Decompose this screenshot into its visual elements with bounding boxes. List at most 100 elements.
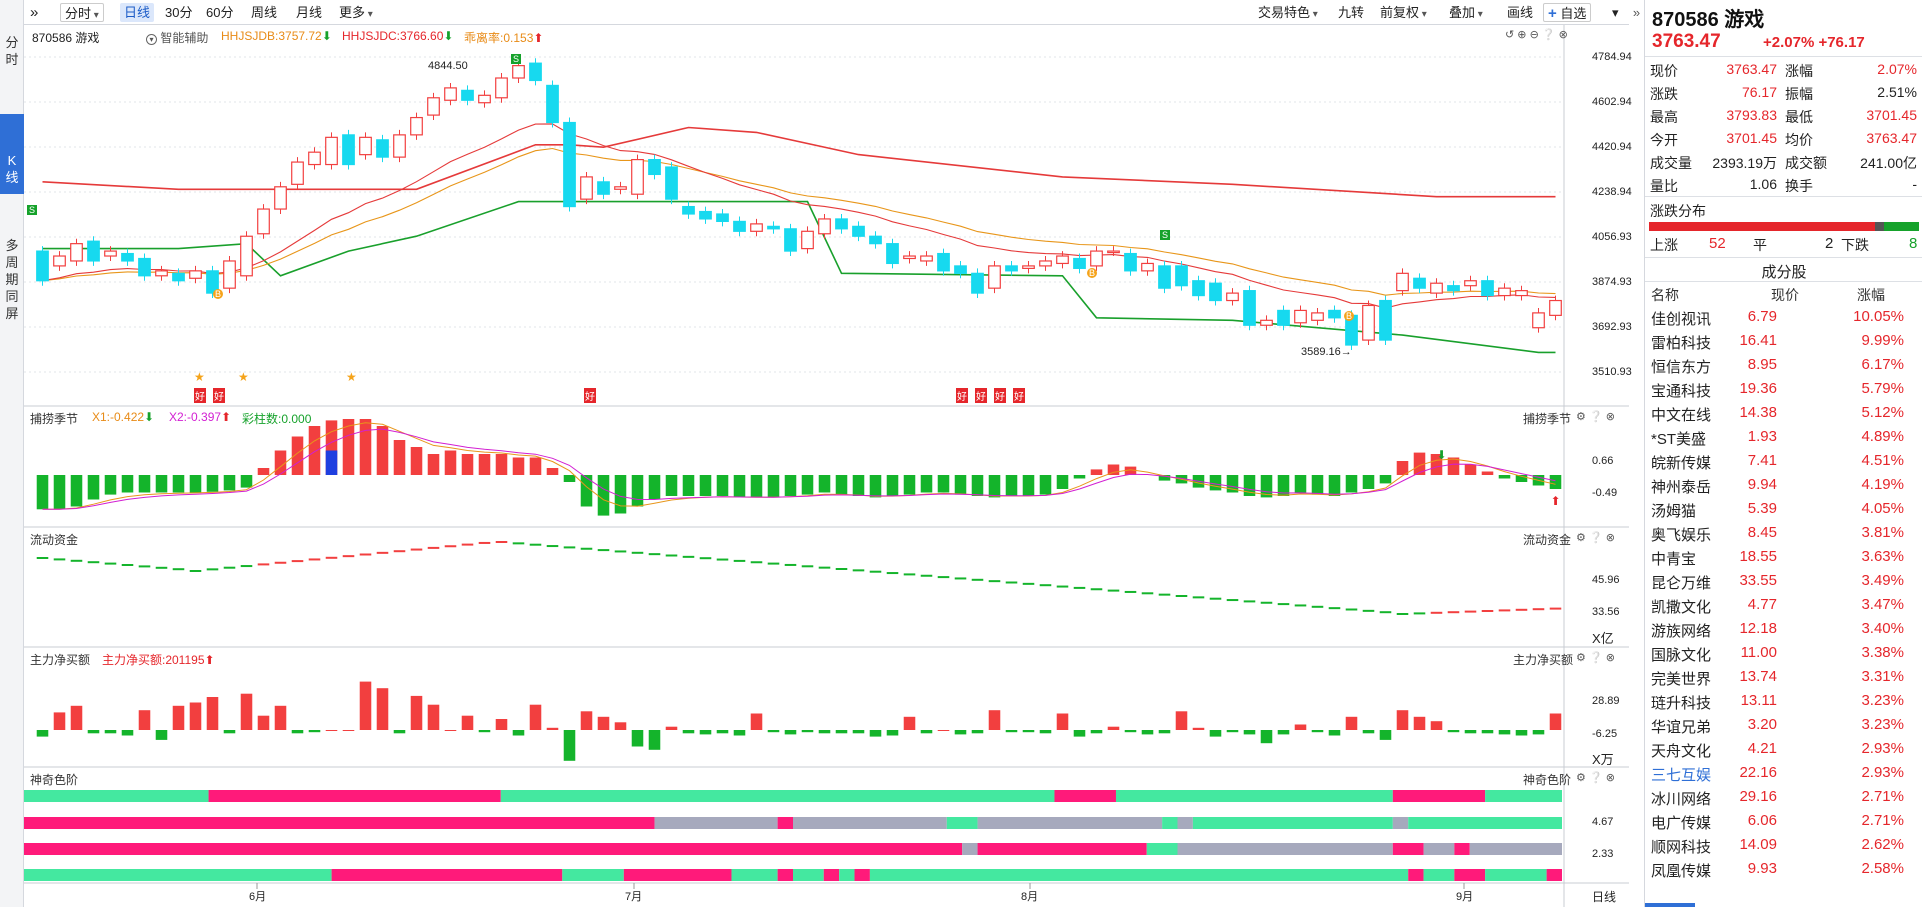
buy-signal-badge: B — [1087, 268, 1098, 278]
sidebar-item-multi-period[interactable]: 多 周 期 同 屏 — [0, 232, 24, 332]
candle-down — [376, 139, 389, 158]
stock-row[interactable]: 宝通科技 19.36 5.79% — [1645, 377, 1922, 401]
sidebar-item-kline[interactable]: K 线 — [0, 114, 24, 194]
stock-row[interactable]: 中青宝 18.55 3.63% — [1645, 545, 1922, 569]
help-icon[interactable]: ❔ — [1588, 532, 1603, 544]
stock-row[interactable]: 神州泰岳 9.94 4.19% — [1645, 473, 1922, 497]
stock-row[interactable]: 中文在线 14.38 5.12% — [1645, 401, 1922, 425]
more-dropdown[interactable]: 更多 — [335, 3, 377, 22]
stock-row[interactable]: 雷柏科技 16.41 9.99% — [1645, 329, 1922, 353]
stock-price: 33.55 — [1739, 572, 1777, 589]
scroll-indicator[interactable] — [1645, 903, 1695, 907]
stock-row[interactable]: 三七互娱 22.16 2.93% — [1645, 761, 1922, 785]
tab-weekly[interactable]: 周线 — [251, 5, 278, 20]
osc-bar — [257, 468, 270, 475]
close-icon[interactable]: ⊗ — [1605, 532, 1615, 544]
net-buy-bar — [1124, 730, 1137, 733]
osc-bar — [988, 475, 1001, 498]
help-icon[interactable]: ❔ — [1588, 652, 1603, 664]
stock-row[interactable]: 凤凰传媒 9.93 2.58% — [1645, 857, 1922, 881]
nine-turn-button[interactable]: 九转 — [1338, 5, 1365, 20]
color-strip-segment — [24, 817, 655, 829]
stock-row[interactable]: 奥飞娱乐 8.45 3.81% — [1645, 521, 1922, 545]
header-name[interactable]: 名称 — [1651, 287, 1679, 303]
minus-icon[interactable]: ⊖ — [1529, 29, 1539, 41]
stock-row[interactable]: 顺网科技 14.09 2.62% — [1645, 833, 1922, 857]
color-strip-segment — [1177, 817, 1193, 829]
panel5-title: 神奇色阶 — [30, 773, 79, 787]
chart-canvas[interactable]: ★ ★ ★ ⬇ ⬆ — [24, 25, 1629, 907]
close-icon[interactable]: ⊗ — [1605, 772, 1615, 784]
chart-area[interactable]: ★ ★ ★ ⬇ ⬆ 870586 游戏 ▾ 智能辅助 HHJSJDB:3757.72⬇ … — [24, 25, 1632, 907]
collapse-panel-icon[interactable]: » — [1632, 5, 1641, 20]
tab-monthly[interactable]: 月线 — [296, 5, 323, 20]
flow-dash — [36, 557, 49, 559]
close-icon[interactable]: ⊗ — [1558, 29, 1568, 41]
osc-bar — [1311, 475, 1324, 495]
stock-row[interactable]: 完美世界 13.74 3.31% — [1645, 665, 1922, 689]
tab-daily[interactable]: 日线 — [120, 3, 155, 22]
reset-icon[interactable]: ↺ — [1505, 29, 1515, 41]
smart-assist-toggle[interactable]: ▾ 智能辅助 — [146, 29, 208, 46]
stat-row: 量比 1.06 换手 - — [1645, 173, 1922, 196]
candle-up — [444, 87, 457, 101]
close-icon[interactable]: ⊗ — [1605, 411, 1615, 423]
stock-row[interactable]: 凯撒文化 4.77 3.47% — [1645, 593, 1922, 617]
stock-pct: 2.58% — [1861, 860, 1904, 877]
header-price[interactable]: 现价 — [1771, 287, 1799, 303]
stock-row[interactable]: 昆仑万维 33.55 3.49% — [1645, 569, 1922, 593]
stat-value: 3763.47 — [1866, 130, 1917, 146]
gear-icon[interactable]: ⚙ — [1576, 652, 1586, 664]
help-icon[interactable]: ❔ — [1541, 29, 1556, 41]
stock-row[interactable]: *ST美盛 1.93 4.89% — [1645, 425, 1922, 449]
draw-button[interactable]: 画线 — [1507, 5, 1534, 20]
double-chevron-right-icon[interactable]: » — [30, 4, 39, 21]
trade-feature-dropdown[interactable]: 交易特色 — [1254, 3, 1322, 22]
candle-up — [512, 65, 525, 79]
flow-dash — [614, 550, 627, 553]
net-buy-bar — [410, 695, 423, 730]
tab-30min[interactable]: 30分 — [165, 5, 193, 20]
good-badge: 好 — [1013, 388, 1025, 403]
flow-dash — [1498, 609, 1511, 612]
components-title: 成分股 — [1761, 264, 1807, 281]
stock-row[interactable]: 国脉文化 11.00 3.38% — [1645, 641, 1922, 665]
stock-row[interactable]: 恒信东方 8.95 6.17% — [1645, 353, 1922, 377]
flow-dash — [342, 555, 355, 558]
stock-row[interactable]: 皖新传媒 7.41 4.51% — [1645, 449, 1922, 473]
sidebar-item-fenshi[interactable]: 分 时 — [0, 34, 24, 78]
help-icon[interactable]: ❔ — [1588, 772, 1603, 784]
gear-icon[interactable]: ⚙ — [1576, 772, 1586, 784]
help-icon[interactable]: ❔ — [1588, 411, 1603, 423]
flow-dash — [240, 565, 253, 568]
watchlist-button[interactable]: + 自选 — [1543, 3, 1592, 22]
stock-row[interactable]: 游族网络 12.18 3.40% — [1645, 617, 1922, 641]
stock-price: 4.21 — [1747, 740, 1777, 757]
close-icon[interactable]: ⊗ — [1605, 652, 1615, 664]
stock-row[interactable]: 琏升科技 13.11 3.23% — [1645, 689, 1922, 713]
watch-dropdown-icon[interactable]: ▾ — [1612, 5, 1619, 20]
stock-row[interactable]: 电广传媒 6.06 2.71% — [1645, 809, 1922, 833]
osc-bar — [410, 447, 423, 475]
add-icon[interactable]: ⊕ — [1517, 29, 1527, 41]
flow-dash — [546, 545, 559, 548]
net-buy-bar — [1005, 730, 1018, 733]
gear-icon[interactable]: ⚙ — [1576, 411, 1586, 423]
flow-dash — [971, 578, 984, 581]
period-dropdown[interactable]: 分时 — [60, 3, 104, 22]
overlay-dropdown[interactable]: 叠加 — [1445, 3, 1487, 22]
adjust-dropdown[interactable]: 前复权 — [1376, 3, 1431, 22]
stock-row[interactable]: 天舟文化 4.21 2.93% — [1645, 737, 1922, 761]
color-strip-segment — [1454, 843, 1470, 855]
stock-row[interactable]: 佳创视讯 6.79 10.05% — [1645, 305, 1922, 329]
arrow-down-icon: ⬇ — [1437, 448, 1447, 462]
color-strip-segment — [1408, 817, 1562, 829]
stock-row[interactable]: 冰川网络 29.16 2.71% — [1645, 785, 1922, 809]
stock-row[interactable]: 汤姆猫 5.39 4.05% — [1645, 497, 1922, 521]
tab-60min[interactable]: 60分 — [206, 5, 234, 20]
net-buy-bar — [1226, 730, 1239, 733]
panel2-x1: X1:-0.422⬇ — [92, 410, 154, 424]
gear-icon[interactable]: ⚙ — [1576, 532, 1586, 544]
stock-row[interactable]: 华谊兄弟 3.20 3.23% — [1645, 713, 1922, 737]
header-pct[interactable]: 涨幅 — [1857, 287, 1885, 303]
